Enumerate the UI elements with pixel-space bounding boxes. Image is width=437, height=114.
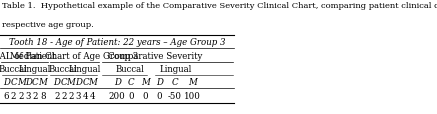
Text: Lingual: Lingual (69, 64, 101, 73)
Text: Buccal: Buccal (49, 64, 78, 73)
Text: D: D (156, 77, 163, 86)
Text: 0: 0 (128, 91, 134, 100)
Text: Comparative Severity: Comparative Severity (108, 51, 202, 60)
Text: C: C (60, 77, 67, 86)
Text: M: M (66, 77, 75, 86)
Text: 3: 3 (76, 91, 81, 100)
Text: D: D (75, 77, 82, 86)
Text: 2: 2 (61, 91, 66, 100)
Text: Tooth 18 - Age of Patient: 22 years – Age Group 3: Tooth 18 - Age of Patient: 22 years – Ag… (9, 38, 225, 47)
Text: M: M (38, 77, 47, 86)
Text: 2: 2 (54, 91, 59, 100)
Text: M: M (141, 77, 150, 86)
Text: D: D (114, 77, 121, 86)
Text: Table 1.  Hypothetical example of the Comparative Severity Clinical Chart, compa: Table 1. Hypothetical example of the Com… (2, 2, 437, 10)
Text: 4: 4 (83, 91, 88, 100)
Text: C: C (32, 77, 38, 86)
Text: M: M (88, 77, 97, 86)
Text: Buccal: Buccal (0, 64, 28, 73)
Text: 0: 0 (142, 91, 148, 100)
Text: 4: 4 (90, 91, 96, 100)
Text: Median Chart of Age Group 3: Median Chart of Age Group 3 (10, 51, 139, 60)
Text: 2: 2 (11, 91, 16, 100)
Text: 2: 2 (32, 91, 38, 100)
Text: Lingual: Lingual (160, 64, 192, 73)
Text: C: C (171, 77, 178, 86)
Text: M: M (17, 77, 25, 86)
Text: D: D (25, 77, 31, 86)
Text: 100: 100 (184, 91, 201, 100)
Text: 3: 3 (25, 91, 31, 100)
Text: 6: 6 (4, 91, 9, 100)
Text: 0: 0 (156, 91, 162, 100)
Text: M: M (188, 77, 197, 86)
Text: C: C (10, 77, 17, 86)
Text: 2: 2 (68, 91, 73, 100)
Text: CAL of Patient: CAL of Patient (0, 51, 56, 60)
Text: C: C (128, 77, 135, 86)
Text: D: D (3, 77, 10, 86)
Text: Lingual: Lingual (19, 64, 52, 73)
Text: 8: 8 (40, 91, 46, 100)
Text: respective age group.: respective age group. (2, 21, 94, 28)
Text: C: C (82, 77, 89, 86)
Text: Buccal: Buccal (116, 64, 145, 73)
Text: 2: 2 (18, 91, 24, 100)
Text: -50: -50 (168, 91, 182, 100)
Text: 200: 200 (109, 91, 125, 100)
Text: D: D (53, 77, 60, 86)
